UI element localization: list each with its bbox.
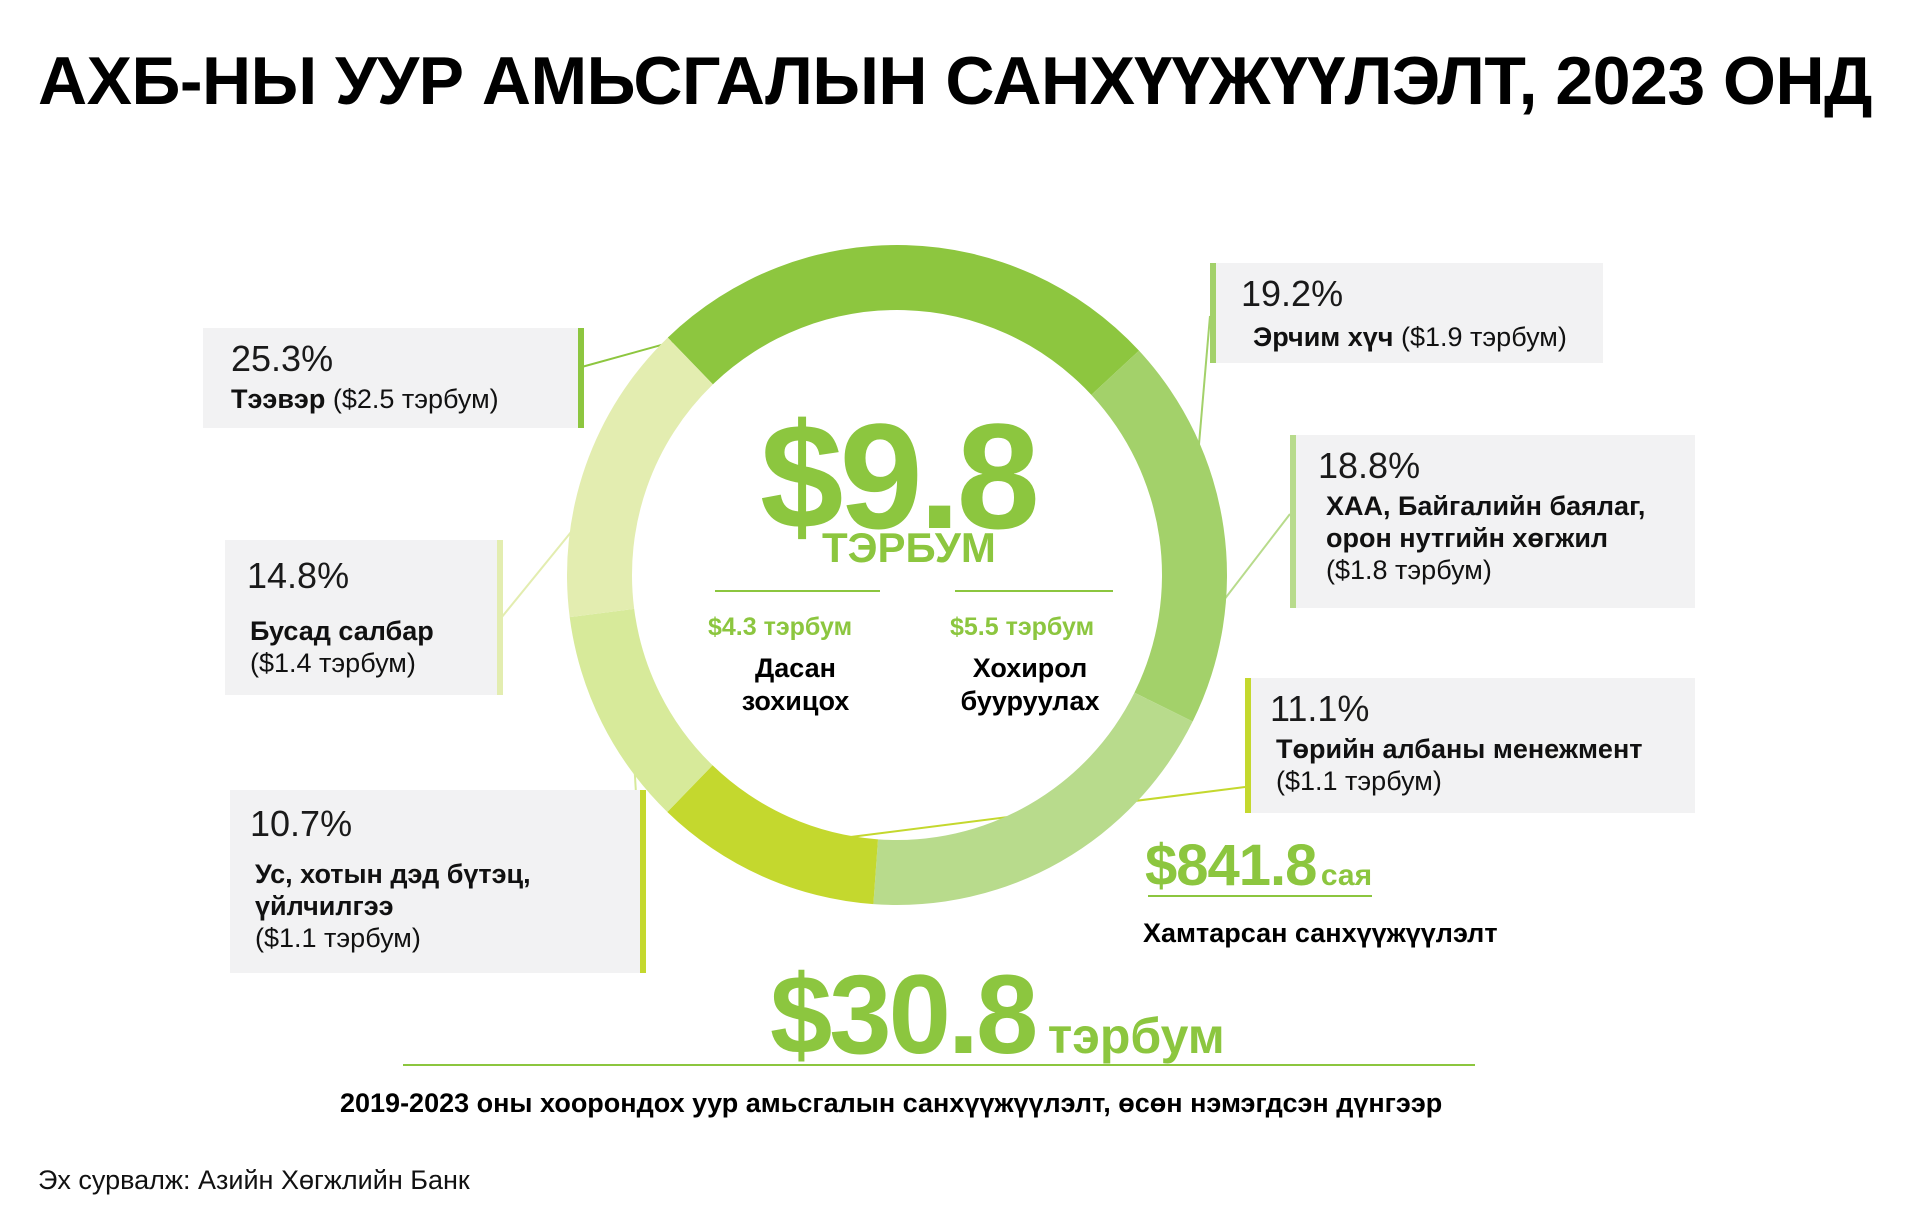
label-other: 14.8% Бусад салбар ($1.4 тэрбум) xyxy=(225,540,502,695)
donut-segments xyxy=(566,244,1227,905)
transport-name: Тээвэр ($2.5 тэрбум) xyxy=(231,383,499,415)
transport-amount: ($2.5 тэрбум) xyxy=(332,384,499,414)
transport-name-text: Тээвэр xyxy=(231,384,326,414)
cumulative-divider xyxy=(403,1064,1475,1066)
water-pct: 10.7% xyxy=(250,803,353,844)
other-pct: 14.8% xyxy=(247,555,350,596)
label-water: 10.7% Ус, хотын дэд бүтэц, үйлчилгээ ($1… xyxy=(230,790,642,973)
label-energy: 19.2% Эрчим хүч ($1.9 тэрбум) xyxy=(1213,263,1603,363)
donut-segment-public xyxy=(667,765,879,905)
mitigation-label-line2: бууруулах xyxy=(960,686,1100,716)
label-agri: 18.8% ХАА, Байгалийн баялаг, орон нутгий… xyxy=(1293,435,1695,608)
agri-accent-bar xyxy=(1290,435,1296,608)
adaptation-divider xyxy=(715,590,880,592)
cumulative-unit: тэрбум xyxy=(1047,1008,1225,1064)
cofinancing-divider xyxy=(1148,895,1372,897)
donut-segment-energy xyxy=(1091,350,1227,722)
cumulative-note: 2019-2023 оны хоорондох уур амьсгалын са… xyxy=(340,1088,1443,1118)
transport-accent-bar xyxy=(578,328,584,428)
adaptation-label: Дасан зохицох xyxy=(723,652,868,718)
water-accent-bar xyxy=(640,790,646,973)
label-transport: 25.3% Тээвэр ($2.5 тэрбум) xyxy=(203,328,580,428)
cofinancing-value: $841.8 xyxy=(1145,833,1317,898)
other-name: Бусад салбар ($1.4 тэрбум) xyxy=(250,615,434,679)
center-total-value: $9.8 xyxy=(760,392,1040,560)
donut-segment-other xyxy=(566,337,713,618)
adaptation-label-line1: Дасан xyxy=(755,653,836,683)
label-public: 11.1% Төрийн албаны менежмент ($1.1 тэрб… xyxy=(1248,678,1695,813)
energy-amount: ($1.9 тэрбум) xyxy=(1401,322,1567,352)
agri-name-line1: ХАА, Байгалийн баялаг, xyxy=(1326,491,1646,521)
water-name-line2: үйлчилгээ xyxy=(255,891,394,921)
agri-pct: 18.8% xyxy=(1318,445,1421,486)
public-amount: ($1.1 тэрбум) xyxy=(1276,766,1442,796)
adaptation-amount: $4.3 тэрбум xyxy=(708,613,853,641)
agri-amount: ($1.8 тэрбум) xyxy=(1326,555,1492,585)
source-note: Эх сурвалж: Азийн Хөгжлийн Банк xyxy=(38,1165,470,1195)
mitigation-label-line1: Хохирол xyxy=(972,653,1088,683)
energy-pct: 19.2% xyxy=(1241,273,1344,314)
donut-segment-agri xyxy=(873,692,1193,905)
cumulative-value-line: $30.8 тэрбум xyxy=(770,950,1225,1079)
public-name-text: Төрийн албаны менежмент xyxy=(1276,734,1643,764)
other-amount: ($1.4 тэрбум) xyxy=(250,648,416,678)
water-amount: ($1.1 тэрбум) xyxy=(255,923,421,953)
energy-accent-bar xyxy=(1210,263,1216,363)
water-name: Ус, хотын дэд бүтэц, үйлчилгээ ($1.1 тэр… xyxy=(255,858,531,954)
public-pct: 11.1% xyxy=(1270,688,1370,729)
donut-segment-transport xyxy=(667,244,1140,395)
energy-name: Эрчим хүч ($1.9 тэрбум) xyxy=(1253,321,1567,353)
other-name-text: Бусад салбар xyxy=(250,616,434,646)
energy-name-text: Эрчим хүч xyxy=(1253,322,1394,352)
transport-pct: 25.3% xyxy=(231,338,334,379)
mitigation-divider xyxy=(955,590,1113,592)
page-title: АХБ-НЫ УУР АМЬСГАЛЫН САНХҮҮЖҮҮЛЭЛТ, 2023… xyxy=(38,43,1873,119)
cofinancing-label: Хамтарсан санхүүжүүлэлт xyxy=(1143,918,1498,948)
public-name: Төрийн албаны менежмент ($1.1 тэрбум) xyxy=(1276,733,1642,797)
cofinancing-value-line: $841.8 сая xyxy=(1145,832,1372,899)
water-name-line1: Ус, хотын дэд бүтэц, xyxy=(255,859,531,889)
agri-name-line2: орон нутгийн хөгжил xyxy=(1326,523,1609,553)
adaptation-label-line2: зохицох xyxy=(741,686,850,716)
mitigation-amount: $5.5 тэрбум xyxy=(950,613,1095,641)
mitigation-label: Хохирол бууруулах xyxy=(950,652,1110,718)
public-accent-bar xyxy=(1245,678,1251,813)
agri-name: ХАА, Байгалийн баялаг, орон нутгийн хөгж… xyxy=(1326,490,1645,586)
other-accent-bar xyxy=(497,540,503,695)
donut-segment-water xyxy=(569,608,713,812)
cofinancing-unit: сая xyxy=(1320,859,1373,892)
cumulative-value: $30.8 xyxy=(770,952,1038,1077)
center-total-unit: ТЭРБУМ xyxy=(822,524,996,571)
